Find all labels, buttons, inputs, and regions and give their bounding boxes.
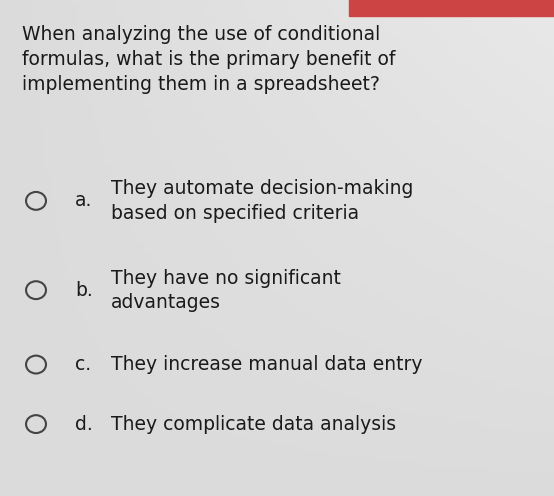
Text: They have no significant
advantages: They have no significant advantages	[111, 268, 341, 312]
Text: They complicate data analysis: They complicate data analysis	[111, 415, 396, 434]
Text: d.: d.	[75, 415, 93, 434]
Text: They automate decision-making
based on specified criteria: They automate decision-making based on s…	[111, 179, 413, 223]
Text: a.: a.	[75, 191, 92, 210]
Text: b.: b.	[75, 281, 93, 300]
FancyBboxPatch shape	[349, 0, 554, 16]
Text: They increase manual data entry: They increase manual data entry	[111, 355, 422, 374]
Text: When analyzing the use of conditional
formulas, what is the primary benefit of
i: When analyzing the use of conditional fo…	[22, 25, 396, 94]
Text: c.: c.	[75, 355, 91, 374]
